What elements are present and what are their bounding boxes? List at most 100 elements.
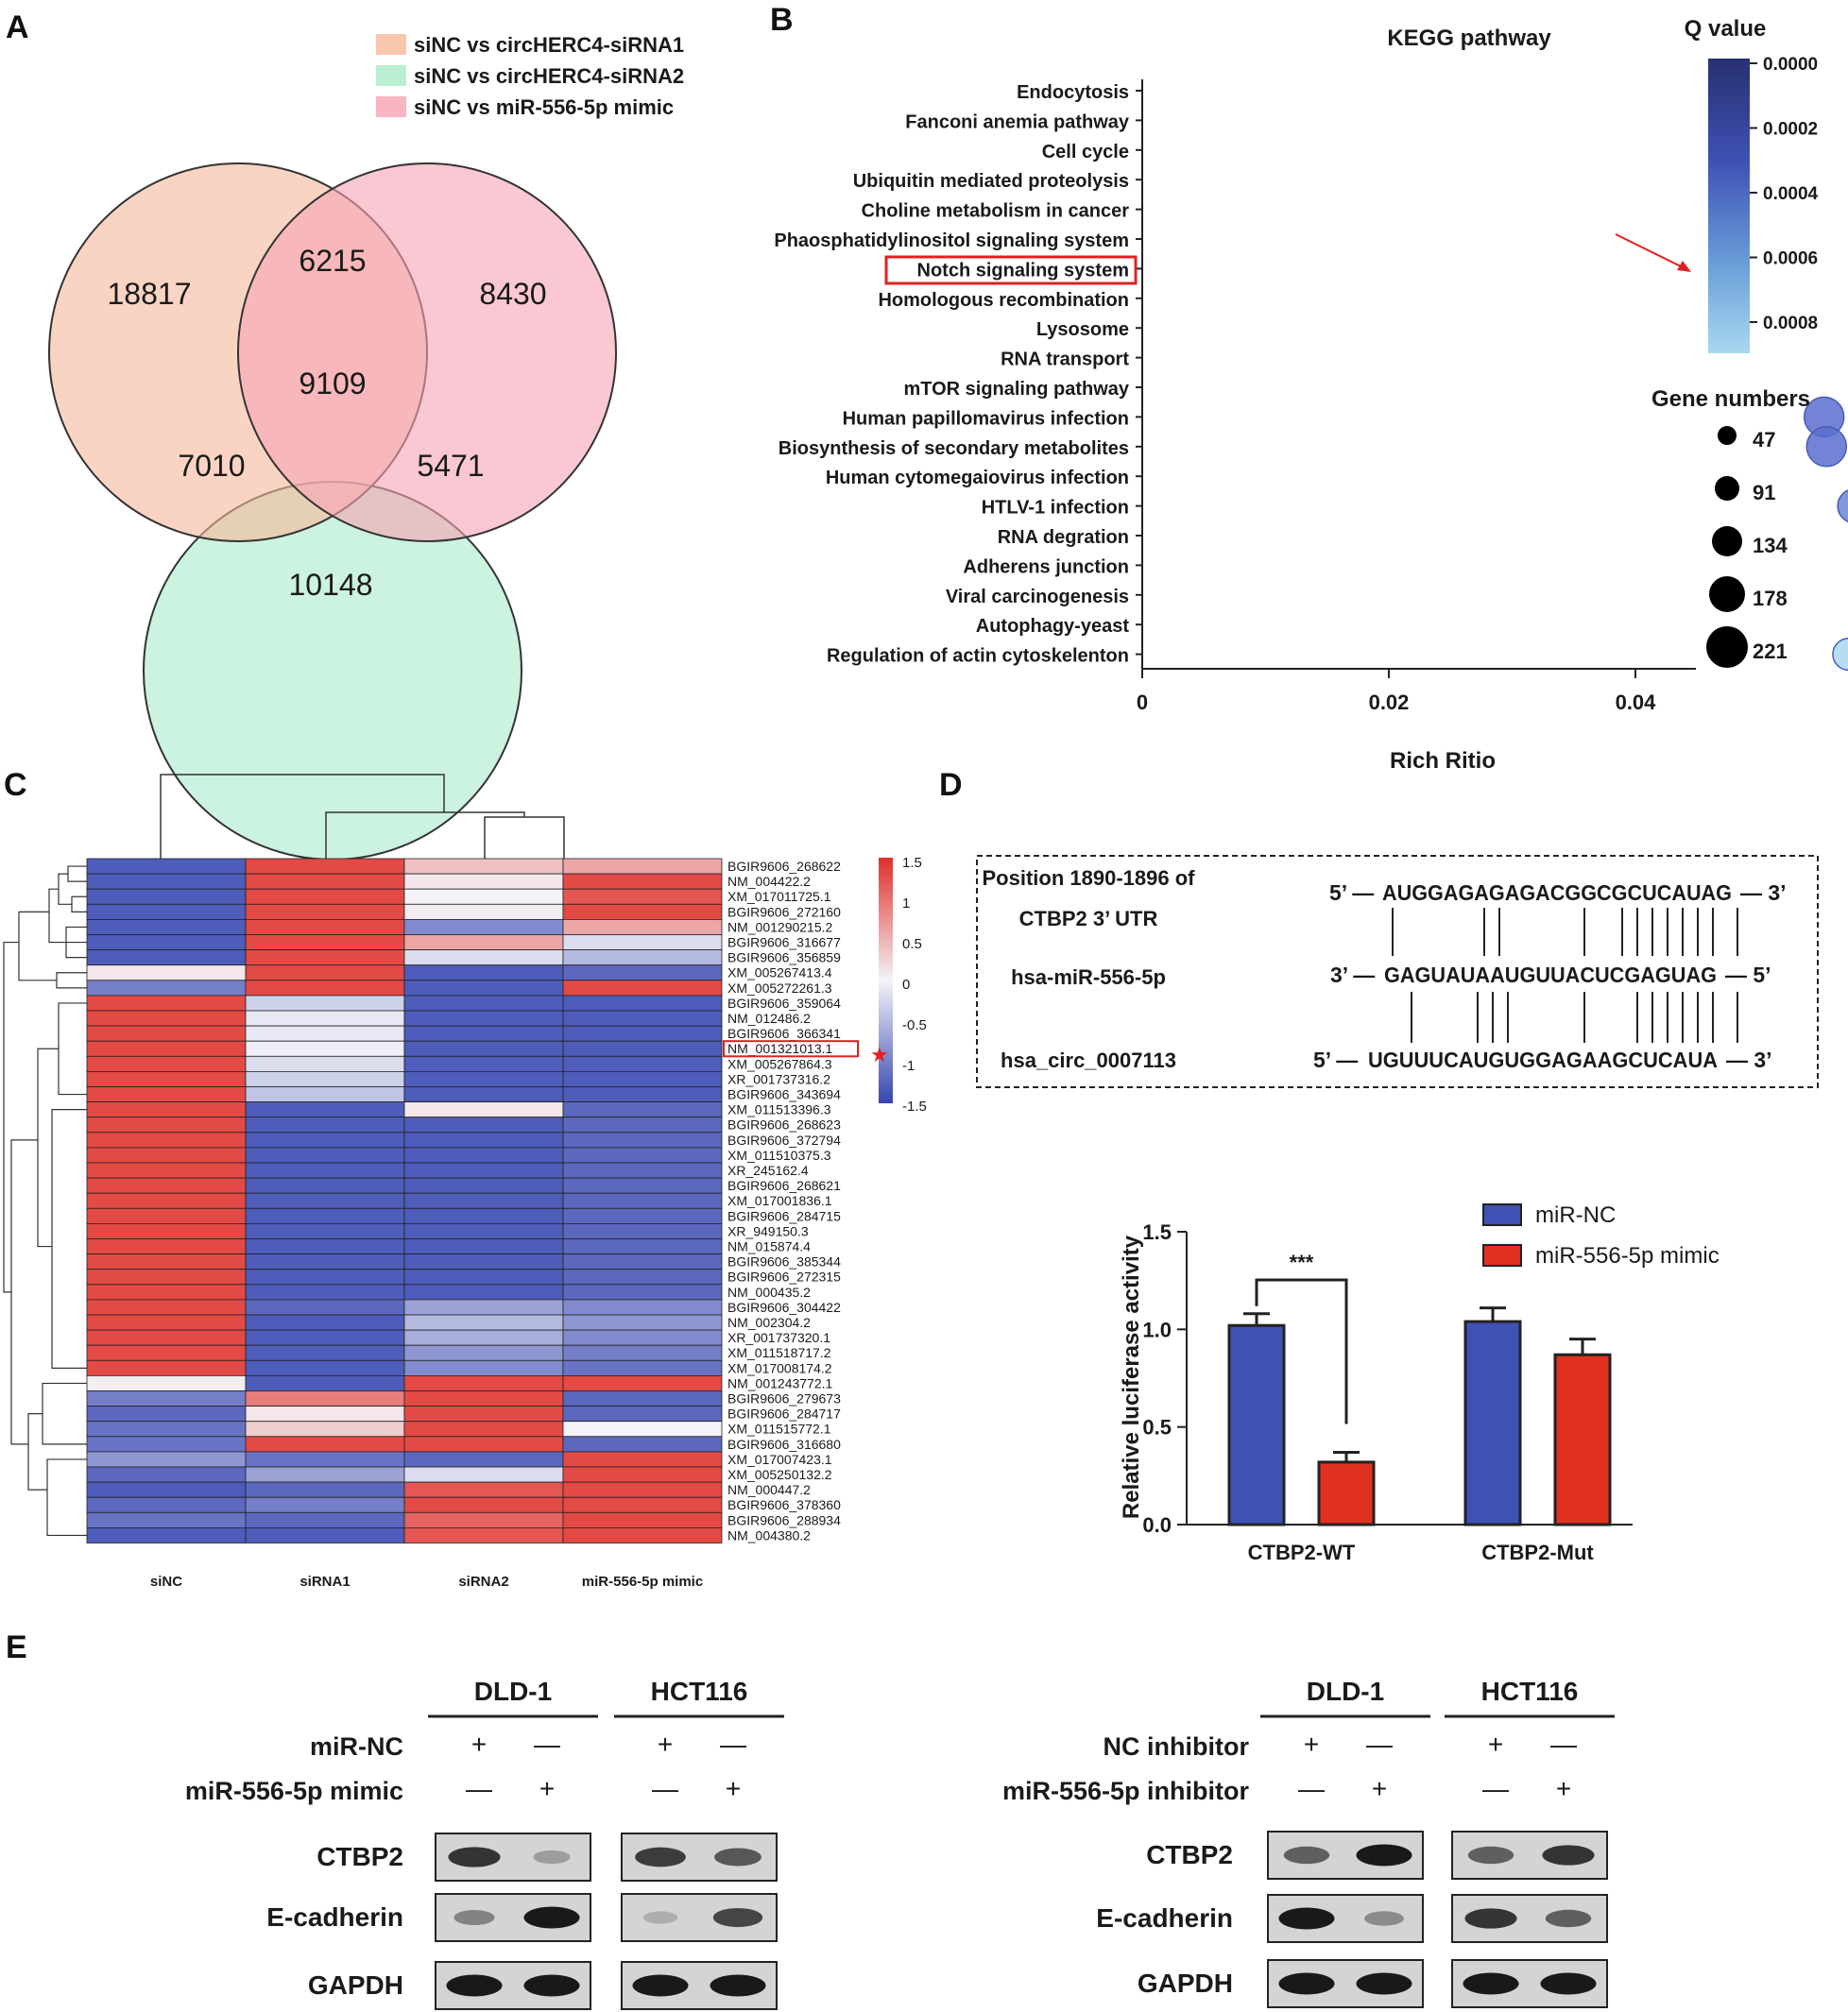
minus-sign: — [1482, 1774, 1509, 1803]
kegg-label: Biosynthesis of secondary metabolites [779, 438, 1129, 459]
kegg-label: Notch signaling system [917, 260, 1130, 281]
heatmap-cell [562, 1466, 723, 1483]
heatmap-cell [403, 1314, 564, 1331]
heatmap-cell [86, 1466, 247, 1483]
luc-y-tick-label: 0.5 [1142, 1416, 1172, 1440]
blot-band [642, 1911, 678, 1924]
heatmap-cell [562, 949, 723, 966]
blot-band [533, 1850, 571, 1865]
blot-band [1356, 1972, 1412, 1995]
heatmap-row-label: BGIR9606_268621 [727, 1178, 841, 1193]
heatmap-column-label: siRNA2 [458, 1574, 508, 1590]
heatmap-cell [245, 1359, 405, 1376]
heatmap-cell [245, 903, 405, 920]
heatmap-cell [86, 1481, 247, 1498]
gene-numbers-legend: 47 91 134 178 221 [1706, 426, 1788, 668]
row-dendrogram-branch [48, 888, 66, 944]
venn-count-only-2: 10148 [289, 568, 373, 602]
heatmap-cell [562, 964, 723, 981]
heatmap-cell [86, 903, 247, 920]
heatmap-row-label: XM_005267864.3 [727, 1056, 832, 1071]
western-left: DLD-1 HCT116 miR-NC + — + — miR-556-5p mimic — + —… [185, 1677, 784, 2010]
heatmap-row-label: NM_000447.2 [727, 1482, 811, 1497]
legend-label-2: siNC vs circHERC4-siRNA2 [414, 64, 684, 88]
q-value-ticks: 0.0000 0.0002 0.0004 0.0006 0.0008 [1750, 55, 1819, 333]
heatmap-row-label: BGIR9606_272160 [727, 904, 841, 919]
legend-swatch-2 [376, 65, 406, 86]
heatmap-cell [86, 1223, 247, 1239]
heatmap-column-labels: siNC siRNA1 siRNA2 miR-556-5p mimic [150, 1574, 703, 1590]
blot-band [453, 1909, 495, 1926]
heatmap-row-label: XM_011510375.3 [727, 1148, 831, 1163]
gene-size-dot [1712, 526, 1742, 556]
blot-band [1540, 1972, 1597, 1995]
plus-sign: + [726, 1774, 741, 1803]
plus-sign: + [539, 1774, 555, 1803]
condition-label: miR-556-5p mimic [185, 1777, 403, 1805]
heatmap-cell [562, 1177, 723, 1194]
blot-band [446, 1974, 503, 1997]
heatmap-cell [86, 1299, 247, 1316]
heatmap-cell [403, 1496, 564, 1513]
blot-band [1278, 1907, 1335, 1930]
heatmap-cell [403, 888, 564, 905]
q-tick-label: 0.0006 [1763, 249, 1818, 269]
heatmap-cell [86, 1329, 247, 1346]
luc-legend: miR-NC miR-556-5p mimic [1482, 1202, 1720, 1269]
heatmap-cell [562, 1162, 723, 1179]
heatmap-row-label: BGIR9606_378360 [727, 1497, 841, 1512]
row-dendrogram-branch [56, 972, 87, 989]
heatmap-cell [562, 1406, 723, 1423]
seq3-sequence: UGUUUCAUGUGGAGAAGCUCAUA [1368, 1048, 1718, 1072]
kegg-pathway-labels: Endocytosis Fanconi anemia pathway Cell cy… [774, 82, 1129, 667]
heatmap-cell [562, 1025, 723, 1042]
seq3-prime-left: 5’ — [1313, 1048, 1358, 1072]
protein-label: GAPDH [308, 1970, 403, 2000]
kegg-label: mTOR signaling pathway [903, 379, 1129, 400]
kegg-label: RNA degration [998, 527, 1129, 548]
heatmap-cell [403, 1055, 564, 1072]
heatmap-row-label: BGIR9606_288934 [727, 1512, 841, 1527]
heatmap-row-label: BGIR9606_343694 [727, 1087, 841, 1102]
heatmap-cell [245, 1207, 405, 1224]
heatmap-cell [403, 1284, 564, 1301]
minus-sign: — [652, 1774, 678, 1803]
heatmap-row-label: NM_001243772.1 [727, 1375, 833, 1390]
heatmap-cell [403, 1406, 564, 1423]
blot-band [1545, 1909, 1592, 1928]
heatmap-cell [86, 1344, 247, 1361]
heatmap-row-label: NM_002304.2 [727, 1315, 811, 1330]
heatmap-cell [86, 1132, 247, 1149]
heatmap-cell [245, 1329, 405, 1346]
heatmap-scale-label: 0.5 [902, 936, 922, 952]
heatmap-cell [86, 1527, 247, 1543]
heatmap-cell [403, 1040, 564, 1057]
heatmap-cell [562, 980, 723, 997]
heatmap-cell [403, 1344, 564, 1361]
plus-sign: + [1372, 1774, 1387, 1803]
heatmap-cell [86, 1055, 247, 1072]
heatmap-cell [403, 934, 564, 951]
heatmap-row-label: XM_005267413.4 [727, 965, 832, 980]
heatmap-cell [403, 1010, 564, 1027]
blot-band [448, 1847, 501, 1867]
panel-label-e: E [6, 1629, 27, 1665]
heatmap-row-label: BGIR9606_272315 [727, 1270, 841, 1285]
heatmap-cell [562, 1040, 723, 1057]
heatmap-row-label: XM_005250132.2 [727, 1467, 832, 1482]
heatmap-cell [245, 1025, 405, 1042]
heatmap-row-label: BGIR9606_304422 [727, 1300, 841, 1315]
heatmap-row-label: XM_005272261.3 [727, 980, 832, 996]
pairing-lines-upper [1392, 908, 1738, 956]
condition-label: miR-NC [310, 1732, 403, 1761]
heatmap-cell [562, 1086, 723, 1103]
significance-bracket [1255, 1278, 1348, 1424]
heatmap-row-label: NM_004380.2 [727, 1527, 811, 1543]
heatmap-cell [245, 1147, 405, 1164]
heatmap-row-label: NM_004422.2 [727, 874, 811, 889]
heatmap-cell [86, 1359, 247, 1376]
row-dendrogram-branch [18, 911, 57, 981]
condition-label: NC inhibitor [1104, 1732, 1250, 1761]
heatmap-cell [562, 1238, 723, 1255]
heatmap-cell [245, 1055, 405, 1072]
